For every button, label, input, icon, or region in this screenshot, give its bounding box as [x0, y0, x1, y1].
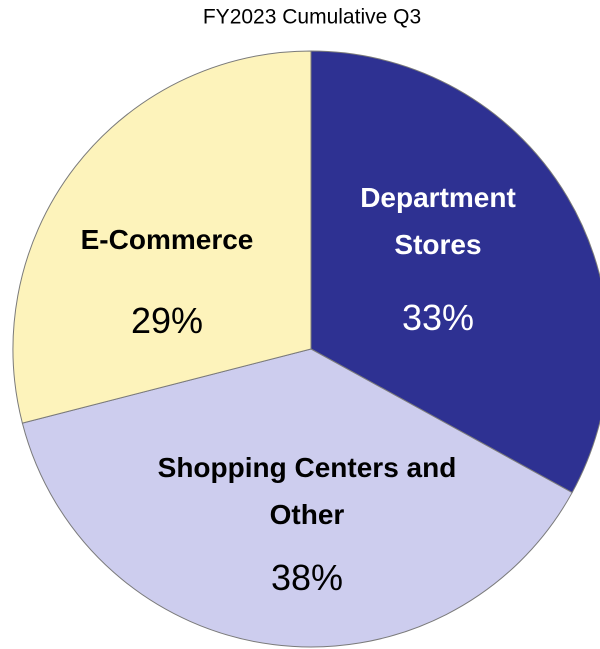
category-label: Shopping Centers and Other [157, 452, 457, 530]
chart-title: FY2023 Cumulative Q3 [203, 6, 421, 29]
pie-slice [12, 50, 312, 424]
slice-label: E-Commerce 29% [47, 216, 287, 344]
category-label: E-Commerce [80, 224, 254, 255]
pie-slice [21, 348, 573, 648]
category-label: Department Stores [360, 182, 516, 260]
pie-slice [310, 50, 600, 494]
value-label: 29% [130, 300, 204, 341]
slice-label: Shopping Centers and Other 38% [137, 444, 477, 601]
value-label: 38% [270, 557, 344, 598]
slice-label: Department Stores 33% [323, 174, 553, 341]
value-label: 33% [401, 297, 475, 338]
